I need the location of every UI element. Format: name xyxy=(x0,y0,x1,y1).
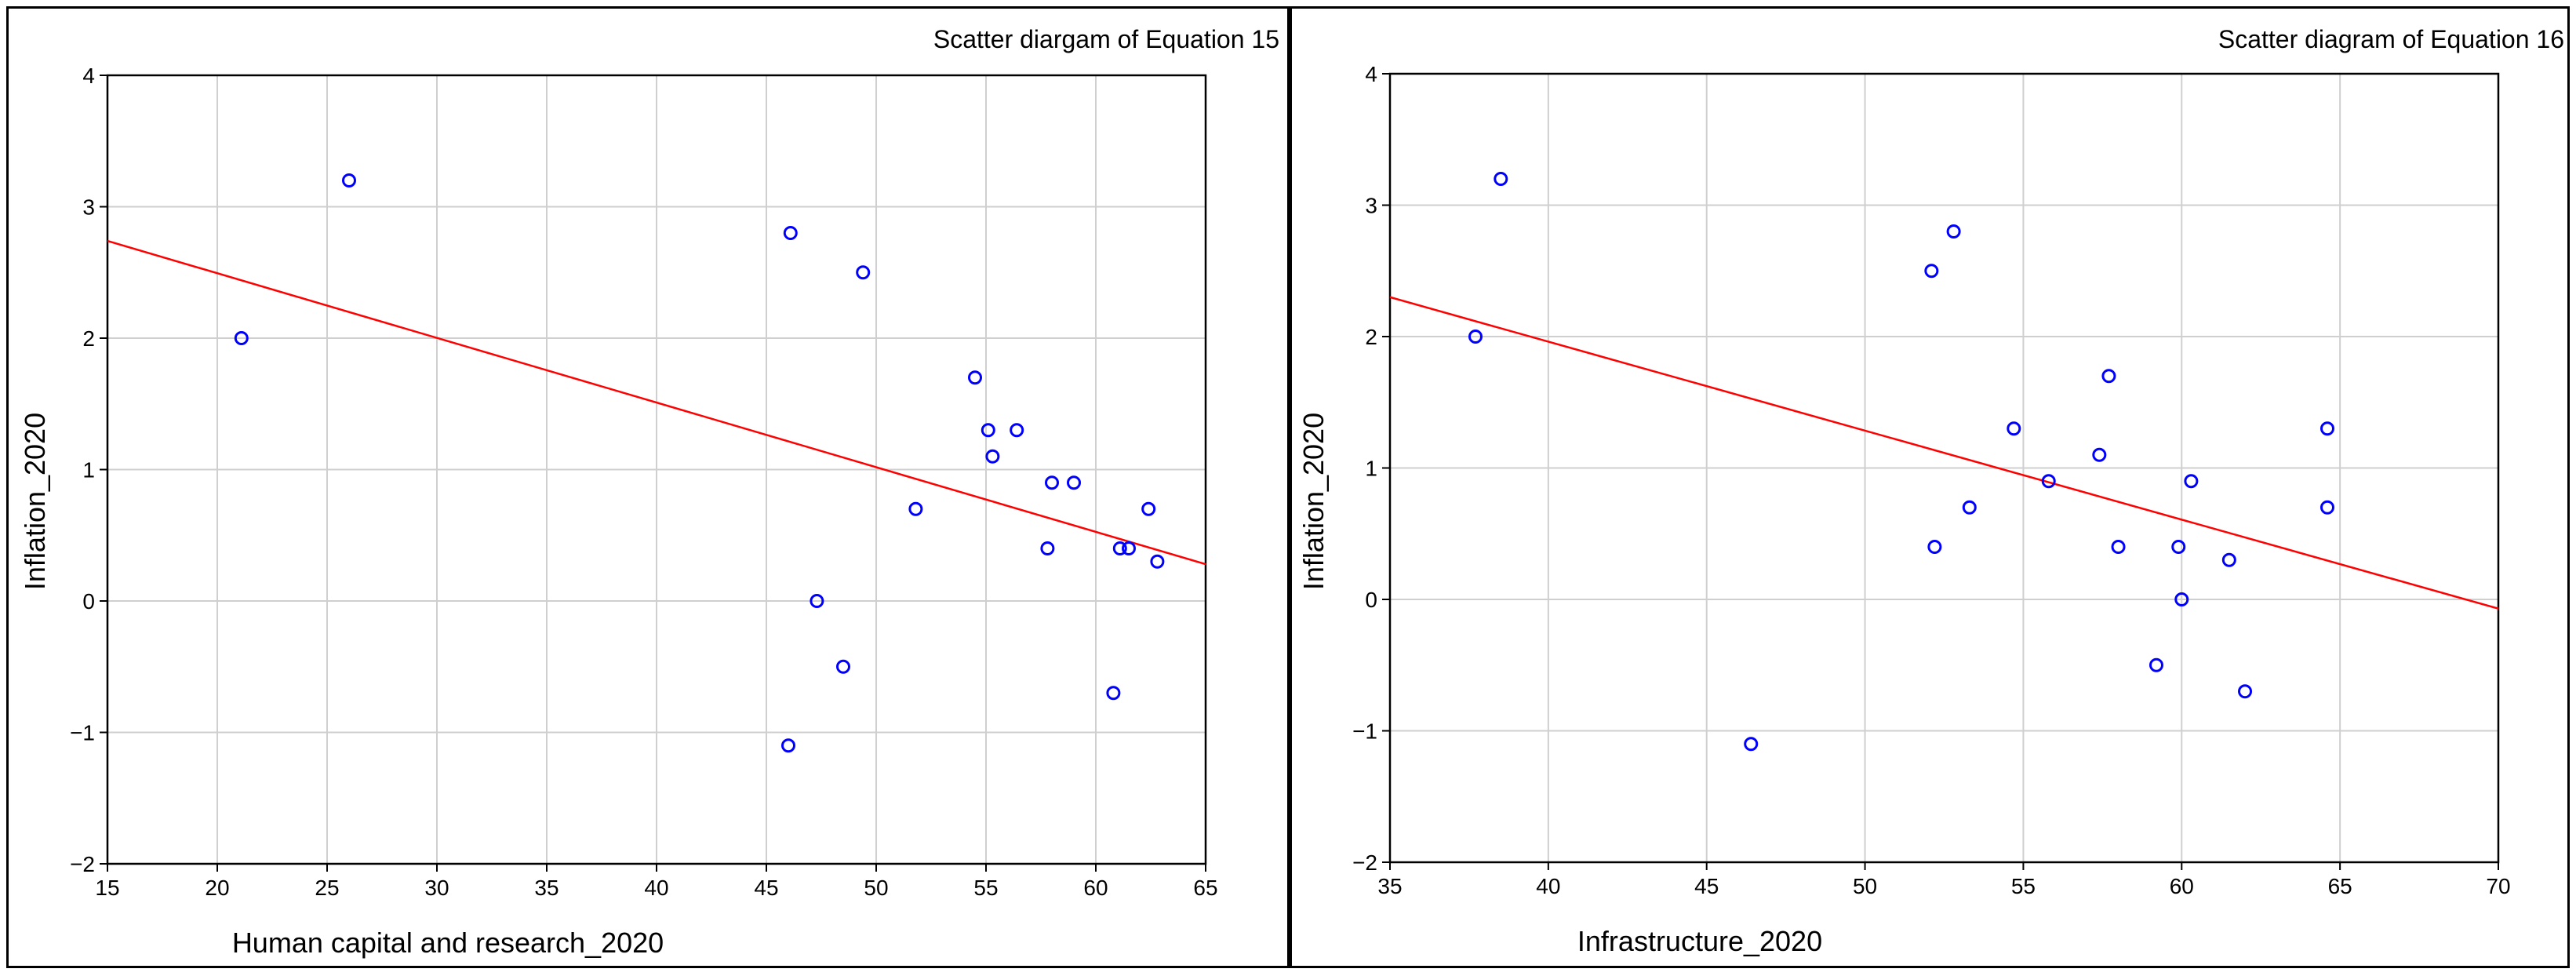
x-tick-label: 35 xyxy=(1377,874,1402,898)
y-tick-label: 2 xyxy=(1365,325,1377,349)
scatter-point xyxy=(2111,540,2126,554)
y-tick-label: −1 xyxy=(70,721,95,745)
x-axis-label: Human capital and research_2020 xyxy=(232,927,664,959)
scatter-point xyxy=(342,173,356,188)
x-tick-label: 40 xyxy=(644,876,668,900)
chart-title: Scatter diagram of Equation 16 xyxy=(2218,25,2564,53)
x-tick-label: 55 xyxy=(2011,874,2036,898)
x-tick-label: 65 xyxy=(2328,874,2352,898)
y-tick-label: 0 xyxy=(1365,588,1377,612)
x-tick-label: 50 xyxy=(1853,874,1877,898)
scatter-point xyxy=(2148,657,2163,672)
scatter-point xyxy=(856,265,871,280)
y-tick-label: −2 xyxy=(1352,850,1377,875)
plot-area: 35 40 45 50 55 60 65 70 −2 −1 0 1 2 3 4 xyxy=(1352,62,2511,898)
scatter-point xyxy=(234,331,249,345)
y-tick-label: 1 xyxy=(82,458,95,483)
scatter-point xyxy=(985,449,1000,464)
scatter-point xyxy=(1924,264,1939,279)
x-tick-label: 15 xyxy=(95,876,119,900)
scatter-point xyxy=(2041,474,2056,489)
x-tick-label: 60 xyxy=(2170,874,2194,898)
scatter-point xyxy=(2092,447,2107,462)
scatter-point xyxy=(2174,592,2189,606)
y-tick-label: 4 xyxy=(1365,62,1377,86)
x-tick-label: 45 xyxy=(754,876,778,900)
scatter-point xyxy=(2007,421,2021,436)
y-axis-label: Inflation_2020 xyxy=(19,413,51,590)
x-tick-label: 45 xyxy=(1694,874,1719,898)
scatter-panel-equation-16: Scatter diagram of Equation 16 Infrastru… xyxy=(1290,6,2570,968)
x-tick-label: 40 xyxy=(1536,874,1560,898)
scatter-point xyxy=(1150,554,1165,569)
scatter-point xyxy=(810,594,824,608)
y-tick-label: −1 xyxy=(1352,719,1377,744)
scatter-point xyxy=(1927,540,1942,554)
scatter-point xyxy=(1468,330,1483,344)
y-tick-label: 0 xyxy=(82,589,95,614)
scatter-point xyxy=(1112,541,1127,555)
y-axis-label: Inflation_2020 xyxy=(1297,413,1330,590)
y-tick-label: −2 xyxy=(70,852,95,876)
x-tick-label: 25 xyxy=(315,876,339,900)
scatter-point xyxy=(1040,541,1055,555)
scatter-point xyxy=(1494,172,1508,186)
scatter-point xyxy=(1045,475,1059,490)
plot-area: 15 20 25 30 35 40 45 50 55 60 65 −2 −1 0 1 2 3 4 xyxy=(70,64,1218,900)
scatter-point xyxy=(783,226,798,240)
y-tick-label: 4 xyxy=(82,64,95,88)
x-tick-label: 35 xyxy=(534,876,558,900)
scatter-point xyxy=(2184,474,2199,489)
scatter-point xyxy=(1946,224,1961,239)
regression-line xyxy=(107,239,1206,566)
y-tick-label: 3 xyxy=(82,195,95,220)
scatter-point xyxy=(968,370,982,385)
chart-equation-16: Scatter diagram of Equation 16 Infrastru… xyxy=(1297,25,2564,957)
scatter-point xyxy=(2221,552,2236,567)
scatter-point xyxy=(1106,686,1121,701)
x-tick-label: 60 xyxy=(1083,876,1108,900)
scatter-point xyxy=(1067,475,1081,490)
y-tick-label: 2 xyxy=(82,326,95,351)
scatter-point xyxy=(1962,500,1977,515)
scatter-point xyxy=(836,659,850,674)
y-tick-label: 3 xyxy=(1365,194,1377,218)
scatter-point xyxy=(1744,737,1759,752)
x-tick-label: 70 xyxy=(2486,874,2510,898)
scatter-panel-equation-15: Scatter diargam of Equation 15 Human cap… xyxy=(6,6,1290,968)
scatter-point xyxy=(1010,423,1024,438)
scatter-point xyxy=(1141,501,1156,516)
scatter-point xyxy=(2319,500,2334,515)
scatter-point xyxy=(2319,421,2334,436)
scatter-point xyxy=(981,423,995,438)
y-tick-label: 1 xyxy=(1365,457,1377,481)
chart-title: Scatter diargam of Equation 15 xyxy=(933,25,1279,53)
scatter-point xyxy=(908,501,923,516)
x-axis-label: Infrastructure_2020 xyxy=(1577,925,1822,957)
x-tick-label: 20 xyxy=(205,876,229,900)
x-tick-label: 65 xyxy=(1193,876,1217,900)
scatter-point xyxy=(2238,684,2253,699)
scatter-point xyxy=(2101,369,2116,384)
x-tick-label: 50 xyxy=(864,876,888,900)
regression-line xyxy=(1389,296,2499,610)
scatter-point xyxy=(1122,541,1136,555)
scatter-point xyxy=(2171,540,2186,554)
chart-equation-15: Scatter diargam of Equation 15 Human cap… xyxy=(19,25,1279,959)
x-tick-label: 55 xyxy=(973,876,998,900)
x-tick-label: 30 xyxy=(424,876,449,900)
scatter-point xyxy=(781,738,795,753)
